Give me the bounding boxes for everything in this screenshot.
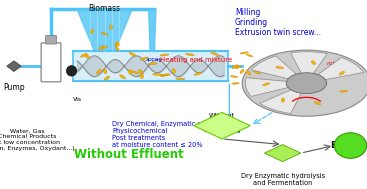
Text: Water, Gas
Chemical Products
at low concentration
(Alkalin, Enzymes, Oxydant...): Water, Gas Chemical Products at low conc…	[0, 129, 75, 151]
Ellipse shape	[148, 63, 157, 65]
Ellipse shape	[104, 76, 110, 80]
FancyBboxPatch shape	[46, 35, 57, 44]
Ellipse shape	[140, 74, 143, 78]
Ellipse shape	[311, 61, 316, 65]
Ellipse shape	[172, 69, 175, 74]
Text: Biofuels: Biofuels	[330, 141, 367, 150]
Text: Without
Separation
and Drying: Without Separation and Drying	[204, 113, 240, 133]
Text: Biomass: Biomass	[88, 4, 121, 13]
Ellipse shape	[103, 69, 107, 74]
Text: Dry Enzymatic hydrolysis
and Fermentation: Dry Enzymatic hydrolysis and Fermentatio…	[240, 173, 325, 186]
Text: Without Effluent: Without Effluent	[73, 149, 184, 161]
Ellipse shape	[116, 42, 119, 46]
Text: Milling
Grinding
Extrusion twin screw...: Milling Grinding Extrusion twin screw...	[235, 8, 321, 37]
Ellipse shape	[339, 90, 348, 92]
Ellipse shape	[254, 71, 260, 74]
Ellipse shape	[102, 46, 108, 49]
Polygon shape	[194, 112, 250, 139]
Text: Heating and mixture: Heating and mixture	[160, 57, 232, 63]
Ellipse shape	[115, 42, 118, 46]
Text: rotation: rotation	[327, 61, 352, 66]
Ellipse shape	[232, 83, 239, 84]
FancyBboxPatch shape	[41, 43, 61, 82]
Polygon shape	[77, 9, 132, 51]
Ellipse shape	[91, 29, 94, 33]
Ellipse shape	[101, 32, 108, 35]
Ellipse shape	[115, 46, 119, 51]
Text: Spray: Spray	[145, 57, 163, 62]
Ellipse shape	[98, 46, 104, 49]
Ellipse shape	[80, 53, 87, 57]
Polygon shape	[73, 51, 228, 81]
Ellipse shape	[211, 52, 219, 55]
Ellipse shape	[240, 69, 244, 73]
Ellipse shape	[246, 70, 251, 75]
Ellipse shape	[232, 65, 238, 69]
Ellipse shape	[281, 98, 285, 102]
Ellipse shape	[230, 76, 238, 77]
Ellipse shape	[194, 72, 202, 75]
Ellipse shape	[153, 74, 162, 75]
Text: Pump: Pump	[3, 83, 25, 92]
Ellipse shape	[160, 74, 169, 77]
Ellipse shape	[263, 83, 270, 86]
Polygon shape	[7, 61, 21, 71]
Ellipse shape	[236, 65, 241, 69]
Ellipse shape	[128, 70, 132, 74]
Polygon shape	[264, 145, 301, 162]
Circle shape	[286, 73, 327, 94]
Ellipse shape	[176, 78, 185, 80]
Ellipse shape	[110, 25, 113, 29]
Ellipse shape	[85, 54, 89, 59]
Ellipse shape	[276, 67, 284, 69]
Ellipse shape	[138, 69, 143, 74]
Ellipse shape	[240, 52, 248, 54]
Polygon shape	[149, 9, 156, 51]
Ellipse shape	[249, 78, 257, 80]
Ellipse shape	[160, 54, 169, 56]
Ellipse shape	[334, 133, 367, 158]
Wedge shape	[246, 78, 306, 96]
Text: Vis: Vis	[73, 97, 82, 102]
Circle shape	[242, 50, 367, 116]
Text: Dry Chemical, Enzymatic or
Physicochemical
Post treatments
at moisture content ≤: Dry Chemical, Enzymatic or Physicochemic…	[112, 121, 204, 148]
Ellipse shape	[314, 102, 320, 105]
Ellipse shape	[185, 53, 194, 56]
Wedge shape	[251, 56, 306, 83]
Ellipse shape	[129, 52, 136, 56]
Ellipse shape	[131, 71, 139, 74]
Ellipse shape	[161, 74, 170, 76]
Ellipse shape	[247, 54, 253, 57]
Ellipse shape	[120, 75, 126, 79]
Ellipse shape	[339, 71, 344, 75]
Ellipse shape	[66, 66, 77, 76]
Wedge shape	[306, 57, 364, 83]
Ellipse shape	[97, 70, 101, 74]
Wedge shape	[291, 52, 327, 83]
Wedge shape	[260, 83, 306, 114]
Ellipse shape	[140, 57, 148, 60]
